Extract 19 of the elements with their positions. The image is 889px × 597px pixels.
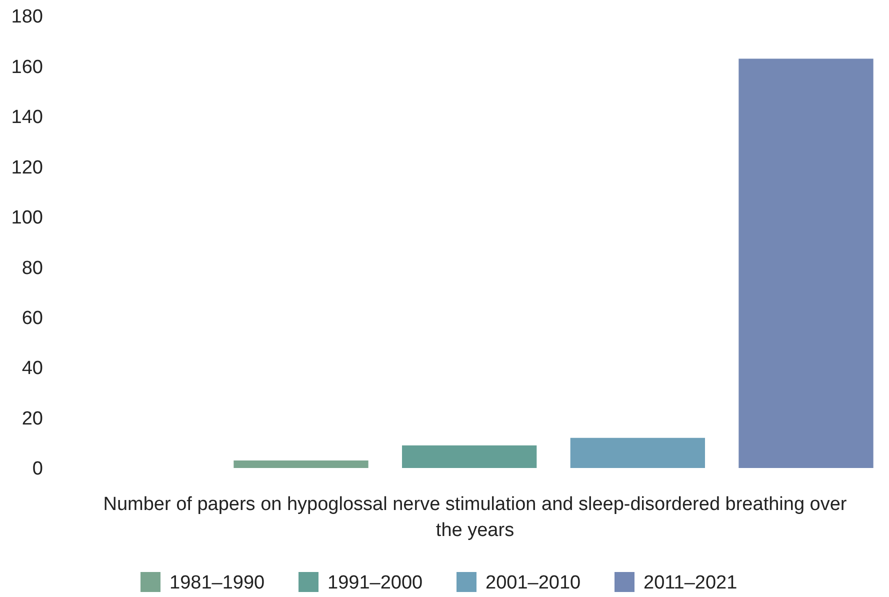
bar: [738, 58, 874, 468]
y-tick-label: 100: [11, 208, 43, 229]
legend-label: 1991–2000: [328, 572, 423, 594]
y-tick-label: 60: [22, 308, 43, 329]
bar: [234, 460, 368, 468]
legend-label: 2011–2021: [644, 572, 738, 594]
y-tick-label: 20: [22, 408, 43, 430]
bar: [570, 438, 705, 468]
bar: [402, 445, 537, 468]
y-tick-label: 0: [32, 458, 43, 480]
y-tick-label: 180: [11, 6, 43, 28]
y-tick-label: 160: [11, 56, 43, 78]
x-axis-title: Number of papers on hypoglossal nerve stimulation and sleep-disordered breathing over the years: [103, 494, 848, 541]
y-tick-label: 80: [22, 258, 43, 279]
y-tick-label: 120: [11, 157, 43, 178]
y-tick-label: 40: [22, 358, 43, 380]
legend-label: 2001–2010: [486, 572, 581, 594]
y-tick-label: 140: [11, 107, 43, 128]
legend-label: 1981–1990: [170, 572, 265, 594]
